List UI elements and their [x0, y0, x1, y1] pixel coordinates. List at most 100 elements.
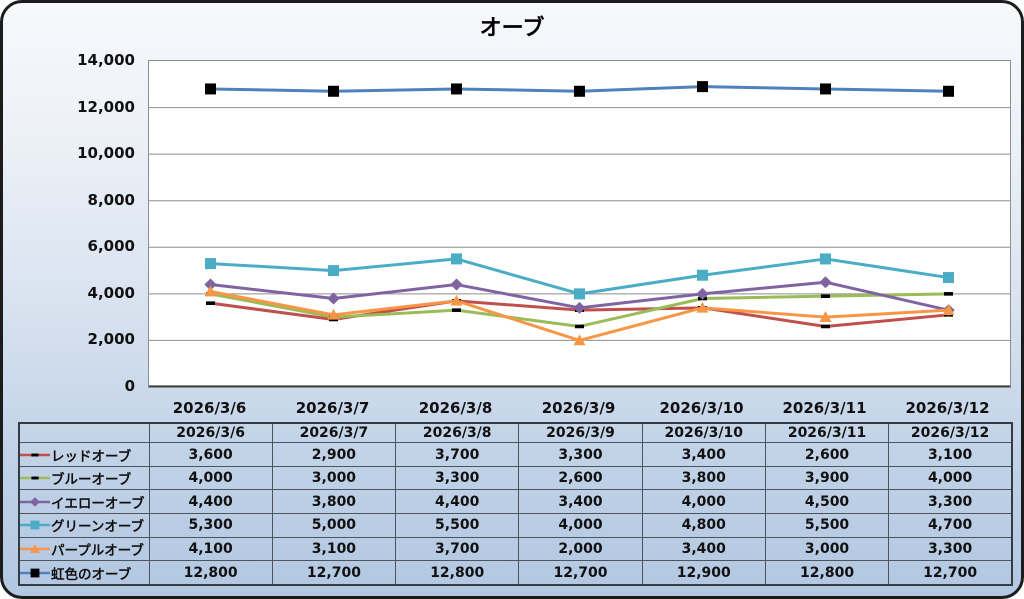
- series-label-cell: レッドオーブ: [18, 442, 150, 467]
- marker-dash-icon: [821, 324, 830, 329]
- marker-dash-icon: [575, 324, 584, 329]
- marker-dash-icon: [944, 292, 953, 296]
- x-tick-label: 2026/3/10: [659, 399, 744, 417]
- marker-diamond-icon: [30, 496, 40, 507]
- marker-dash-icon: [452, 308, 461, 312]
- table-date-header-cell: 2026/3/10: [641, 422, 766, 444]
- table-value-cell: 3,400: [518, 489, 643, 515]
- table-value-cell: 4,700: [888, 513, 1013, 538]
- marker-square-icon: [820, 253, 831, 265]
- marker-diamond-icon: [573, 301, 586, 314]
- marker-square-icon: [30, 520, 40, 530]
- marker-square-black-icon: [943, 85, 954, 97]
- marker-dash-icon: [206, 301, 215, 305]
- table-value-cell: 3,900: [764, 465, 890, 491]
- table-corner-cell: [18, 422, 150, 444]
- table-value-cell: 12,800: [148, 560, 273, 586]
- data-table: 2026/3/6 2026/3/7 2026/3/8 2026/3/9 2026/3/1…: [18, 422, 1013, 586]
- legend-key-icon: [20, 520, 50, 530]
- y-tick-label: 6,000: [87, 237, 135, 256]
- marker-square-black-icon: [574, 85, 585, 97]
- table-value-cell: 5,300: [148, 513, 273, 538]
- table-value-cell: 3,300: [395, 465, 520, 491]
- table-date-header-cell: 2026/3/6: [148, 422, 273, 444]
- marker-square-icon: [574, 288, 585, 300]
- table-value-cell: 3,400: [641, 536, 766, 562]
- marker-square-black-icon: [820, 83, 831, 95]
- legend-key-icon: [20, 476, 50, 480]
- marker-diamond-icon: [204, 278, 217, 291]
- plot-area: [148, 60, 1011, 388]
- table-value-cell: 3,600: [148, 442, 273, 467]
- y-tick-label: 2,000: [87, 330, 135, 349]
- table-value-cell: 2,000: [518, 536, 643, 562]
- table-value-cell: 12,700: [888, 560, 1013, 586]
- marker-square-black-icon: [205, 83, 216, 95]
- table-value-cell: 3,100: [888, 442, 1013, 467]
- marker-diamond-icon: [696, 287, 709, 300]
- series-name: イエローオーブ: [51, 495, 145, 512]
- marker-square-black-icon: [30, 568, 40, 578]
- marker-square-black-icon: [451, 83, 462, 95]
- table-value-cell: 3,800: [271, 489, 397, 515]
- table-date-header-cell: 2026/3/8: [395, 422, 520, 444]
- marker-square-black-icon: [697, 81, 708, 93]
- legend-key-icon: [20, 453, 50, 456]
- y-tick-label: 4,000: [87, 283, 135, 302]
- y-tick-label: 10,000: [77, 144, 135, 163]
- marker-square-icon: [328, 265, 339, 277]
- table-header-row: 2026/3/6 2026/3/7 2026/3/8 2026/3/9 2026/3/1…: [18, 422, 1013, 444]
- series-name: グリーンオーブ: [51, 519, 145, 536]
- table-value-cell: 3,700: [395, 442, 520, 467]
- x-tick-label: 2026/3/9: [541, 399, 616, 417]
- series-name: パープルオーブ: [51, 543, 144, 559]
- table-value-cell: 2,600: [518, 465, 643, 491]
- series-label-cell: ブルーオーブ: [18, 465, 150, 491]
- series-name: レッドオーブ: [51, 448, 132, 465]
- marker-dash-icon: [31, 476, 39, 480]
- table-value-cell: 5,500: [395, 513, 520, 538]
- table-row: ブルーオーブ 4,000 3,000 3,300 2,600 3,800 3,900 4,00…: [18, 465, 1013, 491]
- x-tick-label: 2026/3/11: [782, 399, 867, 417]
- table-value-cell: 4,100: [148, 536, 273, 562]
- series-label-cell: 虹色のオーブ: [18, 560, 150, 586]
- table-value-cell: 4,000: [888, 465, 1013, 491]
- marker-triangle-icon: [942, 304, 955, 315]
- legend-key-icon: [20, 496, 50, 507]
- marker-triangle-icon: [204, 285, 217, 297]
- table-value-cell: 4,000: [518, 513, 643, 538]
- table-row: 虹色のオーブ 12,800 12,700 12,800 12,700 12,900 12,8…: [18, 560, 1013, 586]
- x-tick-label: 2026/3/6: [172, 399, 247, 417]
- table-value-cell: 2,900: [271, 442, 397, 467]
- table-row: パープルオーブ 4,100 3,100 3,700 2,000 3,400 3,000 3,3…: [18, 536, 1013, 562]
- table-value-cell: 4,400: [148, 489, 273, 515]
- series-label-cell: イエローオーブ: [18, 489, 150, 515]
- table-value-cell: 12,800: [764, 560, 890, 586]
- marker-diamond-icon: [450, 278, 463, 291]
- y-tick-label: 12,000: [77, 97, 135, 116]
- table-value-cell: 5,500: [764, 513, 890, 538]
- marker-triangle-icon: [30, 544, 40, 553]
- table-value-cell: 4,000: [641, 489, 766, 515]
- table-value-cell: 12,800: [395, 560, 520, 586]
- series-label-cell: パープルオーブ: [18, 536, 150, 562]
- table-value-cell: 3,300: [518, 442, 643, 467]
- table-value-cell: 3,100: [271, 536, 397, 562]
- table-value-cell: 4,400: [395, 489, 520, 515]
- table-value-cell: 12,700: [518, 560, 643, 586]
- y-tick-label: 14,000: [77, 51, 135, 69]
- table-value-cell: 3,300: [888, 489, 1013, 515]
- marker-triangle-icon: [327, 308, 340, 320]
- y-tick-label: 0: [124, 377, 135, 395]
- marker-dash-icon: [821, 294, 830, 298]
- chart-title: オーブ: [479, 16, 545, 41]
- marker-triangle-icon: [696, 301, 709, 313]
- y-tick-label: 8,000: [87, 190, 135, 209]
- marker-square-icon: [205, 258, 216, 270]
- marker-triangle-icon: [450, 294, 463, 306]
- legend-key-icon: [20, 568, 50, 578]
- marker-dash-icon: [31, 453, 39, 456]
- marker-square-icon: [943, 272, 954, 284]
- table-value-cell: 2,600: [764, 442, 890, 467]
